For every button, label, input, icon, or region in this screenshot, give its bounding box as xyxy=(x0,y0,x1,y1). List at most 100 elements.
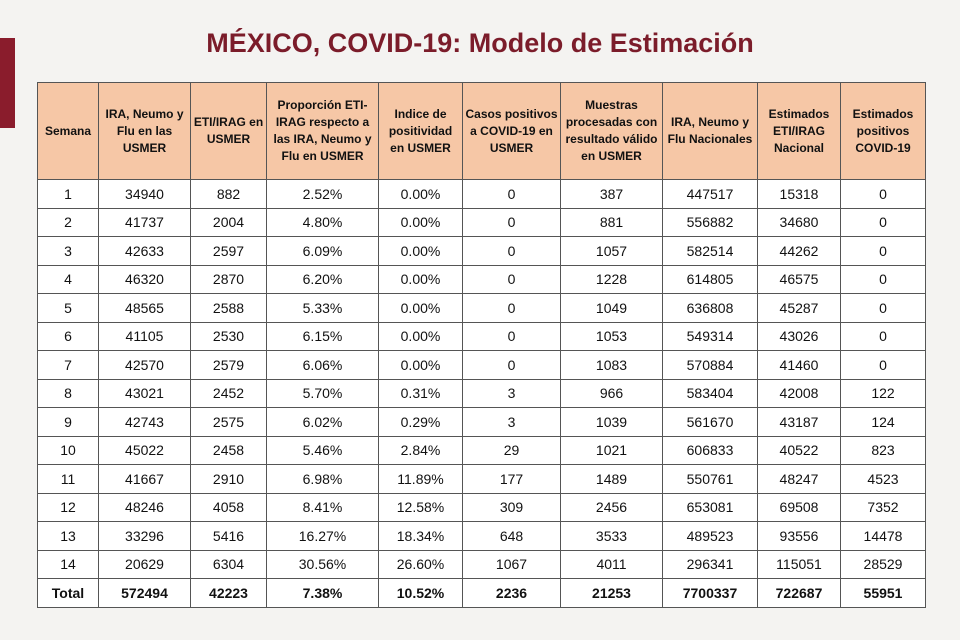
cell: 2458 xyxy=(190,435,267,465)
cell: 11 xyxy=(37,464,99,494)
cell: 0.00% xyxy=(378,207,463,237)
cell: 5 xyxy=(37,293,99,323)
cell: 0 xyxy=(840,321,926,351)
cell: 2910 xyxy=(190,464,267,494)
total-cell: 21253 xyxy=(560,578,663,608)
cell: 6.20% xyxy=(266,264,379,294)
side-bar xyxy=(0,38,15,128)
cell: 41737 xyxy=(98,207,191,237)
cell: 29 xyxy=(462,435,561,465)
cell: 5.33% xyxy=(266,293,379,323)
total-cell: 10.52% xyxy=(378,578,463,608)
cell: 0 xyxy=(462,264,561,294)
cell: 2588 xyxy=(190,293,267,323)
cell: 1039 xyxy=(560,407,663,437)
cell: 0 xyxy=(840,179,926,209)
cell: 1083 xyxy=(560,350,663,380)
cell: 34680 xyxy=(757,207,841,237)
column-header: Estimados positivos COVID-19 xyxy=(840,82,926,180)
cell: 5416 xyxy=(190,521,267,551)
cell: 0.00% xyxy=(378,236,463,266)
cell: 966 xyxy=(560,378,663,408)
column-header: ETI/IRAG en USMER xyxy=(190,82,267,180)
cell: 2870 xyxy=(190,264,267,294)
cell: 33296 xyxy=(98,521,191,551)
cell: 556882 xyxy=(662,207,758,237)
cell: 43026 xyxy=(757,321,841,351)
cell: 42008 xyxy=(757,378,841,408)
table-body: 1 34940 882 2.52% 0.00% 0 387 447517 15318 0 2 4173… xyxy=(37,179,926,608)
cell: 28529 xyxy=(840,549,926,579)
cell: 0 xyxy=(840,264,926,294)
cell: 0.00% xyxy=(378,264,463,294)
row: 1 34940 882 2.52% 0.00% 0 387 447517 15318 0 xyxy=(37,179,926,209)
cell: 3533 xyxy=(560,521,663,551)
column-header: Muestras procesadas con resultado válido… xyxy=(560,82,663,180)
cell: 570884 xyxy=(662,350,758,380)
cell: 122 xyxy=(840,378,926,408)
cell: 296341 xyxy=(662,549,758,579)
cell: 550761 xyxy=(662,464,758,494)
row: 12 48246 4058 8.41% 12.58% 309 2456 653081 69508… xyxy=(37,492,926,522)
cell: 614805 xyxy=(662,264,758,294)
cell: 5.70% xyxy=(266,378,379,408)
cell: 0.29% xyxy=(378,407,463,437)
cell: 648 xyxy=(462,521,561,551)
cell: 14478 xyxy=(840,521,926,551)
total-cell: 55951 xyxy=(840,578,926,608)
cell: 48246 xyxy=(98,492,191,522)
cell: 41105 xyxy=(98,321,191,351)
row: 5 48565 2588 5.33% 0.00% 0 1049 636808 45287 0 xyxy=(37,293,926,323)
cell: 12 xyxy=(37,492,99,522)
cell: 30.56% xyxy=(266,549,379,579)
cell: 8 xyxy=(37,378,99,408)
cell: 69508 xyxy=(757,492,841,522)
cell: 93556 xyxy=(757,521,841,551)
cell: 46575 xyxy=(757,264,841,294)
cell: 2575 xyxy=(190,407,267,437)
cell: 636808 xyxy=(662,293,758,323)
cell: 2530 xyxy=(190,321,267,351)
cell: 1228 xyxy=(560,264,663,294)
cell: 14 xyxy=(37,549,99,579)
cell: 45287 xyxy=(757,293,841,323)
total-cell: 7700337 xyxy=(662,578,758,608)
column-header: Semana xyxy=(37,82,99,180)
cell: 0 xyxy=(462,179,561,209)
cell: 41460 xyxy=(757,350,841,380)
column-header: Estimados ETI/IRAG Nacional xyxy=(757,82,841,180)
cell: 4 xyxy=(37,264,99,294)
cell: 40522 xyxy=(757,435,841,465)
cell: 606833 xyxy=(662,435,758,465)
data-table: Semana IRA, Neumo y Flu en las USMER ETI/I… xyxy=(37,82,926,608)
total-cell: 42223 xyxy=(190,578,267,608)
cell: 26.60% xyxy=(378,549,463,579)
cell: 2.84% xyxy=(378,435,463,465)
cell: 2579 xyxy=(190,350,267,380)
cell: 387 xyxy=(560,179,663,209)
cell: 7 xyxy=(37,350,99,380)
cell: 4.80% xyxy=(266,207,379,237)
row: 3 42633 2597 6.09% 0.00% 0 1057 582514 44262 0 xyxy=(37,236,926,266)
cell: 0.31% xyxy=(378,378,463,408)
cell: 309 xyxy=(462,492,561,522)
column-header: Proporción ETI-IRAG respecto a las IRA, … xyxy=(266,82,379,180)
row: 10 45022 2458 5.46% 2.84% 29 1021 606833 40522 82… xyxy=(37,435,926,465)
cell: 46320 xyxy=(98,264,191,294)
cell: 2.52% xyxy=(266,179,379,209)
column-header: IRA, Neumo y Flu en las USMER xyxy=(98,82,191,180)
cell: 18.34% xyxy=(378,521,463,551)
cell: 2597 xyxy=(190,236,267,266)
total-cell: 572494 xyxy=(98,578,191,608)
cell: 0 xyxy=(840,350,926,380)
cell: 48565 xyxy=(98,293,191,323)
total-row: Total 572494 42223 7.38% 10.52% 2236 21253 7700… xyxy=(37,578,926,608)
row: 14 20629 6304 30.56% 26.60% 1067 4011 296341 115… xyxy=(37,549,926,579)
cell: 1489 xyxy=(560,464,663,494)
cell: 3 xyxy=(462,378,561,408)
cell: 8.41% xyxy=(266,492,379,522)
cell: 0 xyxy=(840,293,926,323)
cell: 4011 xyxy=(560,549,663,579)
total-cell: 2236 xyxy=(462,578,561,608)
cell: 16.27% xyxy=(266,521,379,551)
